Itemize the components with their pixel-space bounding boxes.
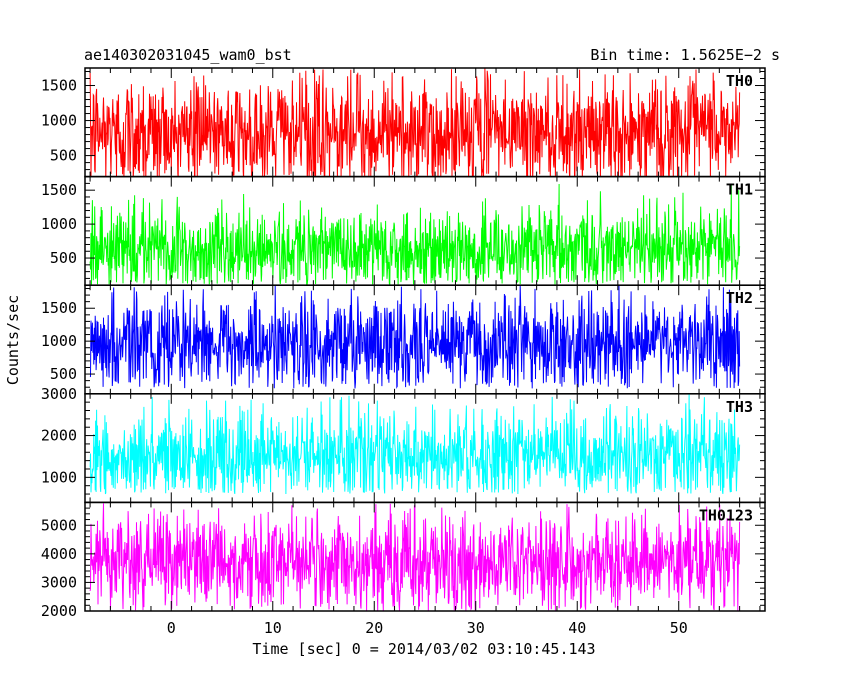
chart-title: ae140302031045_wam0_bst xyxy=(84,46,292,64)
x-tick-label: 50 xyxy=(670,619,688,637)
trace-th0 xyxy=(89,68,741,177)
panel-frame xyxy=(84,501,766,612)
panel-th0123: 2000 3000 4000 5000 TH0123 xyxy=(41,501,766,620)
y-tick-label: 1500 xyxy=(41,77,77,95)
x-axis-title: Time [sec] 0 = 2014/03/02 03:10:45.143 xyxy=(252,640,595,658)
y-ticks-th0123 xyxy=(85,501,765,612)
x-tick-label: 40 xyxy=(568,619,586,637)
y-tick-label: 1000 xyxy=(41,215,77,233)
panel-th1: 500 1000 1500 TH1 xyxy=(41,175,766,286)
trace-th2 xyxy=(89,285,741,389)
channel-label: TH3 xyxy=(726,398,753,416)
y-tick-label: 500 xyxy=(50,365,77,383)
channel-label: TH2 xyxy=(726,289,753,307)
panel-th3: 1000 2000 3000 TH3 xyxy=(41,385,766,504)
y-tick-label: 1500 xyxy=(41,181,77,199)
panel-stack: 500 1000 1500 TH0 500 1000 1500 TH1 500 1000 1500 T… xyxy=(41,67,766,620)
y-tick-label: 2000 xyxy=(41,602,77,620)
y-tick-label: 1000 xyxy=(41,468,77,486)
trace-th1 xyxy=(89,183,741,285)
y-tick-label: 3000 xyxy=(41,385,77,403)
x-tick-label: 10 xyxy=(264,619,282,637)
channel-label: TH1 xyxy=(726,181,753,199)
y-tick-label: 5000 xyxy=(41,516,77,534)
bin-time-label: Bin time: 1.5625E−2 s xyxy=(590,46,780,64)
x-tick-label: 20 xyxy=(365,619,383,637)
y-ticks-th2 xyxy=(85,285,765,395)
y-tick-label: 500 xyxy=(50,147,77,165)
channel-label: TH0 xyxy=(726,72,753,90)
x-tick-label: 30 xyxy=(467,619,485,637)
y-tick-label: 1000 xyxy=(41,112,77,130)
channel-label: TH0123 xyxy=(699,506,753,524)
trace-th3 xyxy=(89,394,741,495)
y-tick-label: 500 xyxy=(50,249,77,267)
trace-th0123 xyxy=(89,503,741,611)
y-tick-label: 4000 xyxy=(41,545,77,563)
panel-th0: 500 1000 1500 TH0 xyxy=(41,67,766,178)
y-ticks-th0 xyxy=(85,68,765,178)
y-tick-label: 1500 xyxy=(41,299,77,317)
y-ticks-th1 xyxy=(85,176,765,286)
panel-th2: 500 1000 1500 TH2 xyxy=(41,284,766,395)
y-tick-label: 2000 xyxy=(41,427,77,445)
y-tick-label: 1000 xyxy=(41,332,77,350)
y-axis-title: Counts/sec xyxy=(4,295,22,385)
y-tick-label: 3000 xyxy=(41,573,77,591)
x-tick-label: 0 xyxy=(167,619,176,637)
x-axis: 0 10 20 30 40 50 xyxy=(167,619,688,637)
